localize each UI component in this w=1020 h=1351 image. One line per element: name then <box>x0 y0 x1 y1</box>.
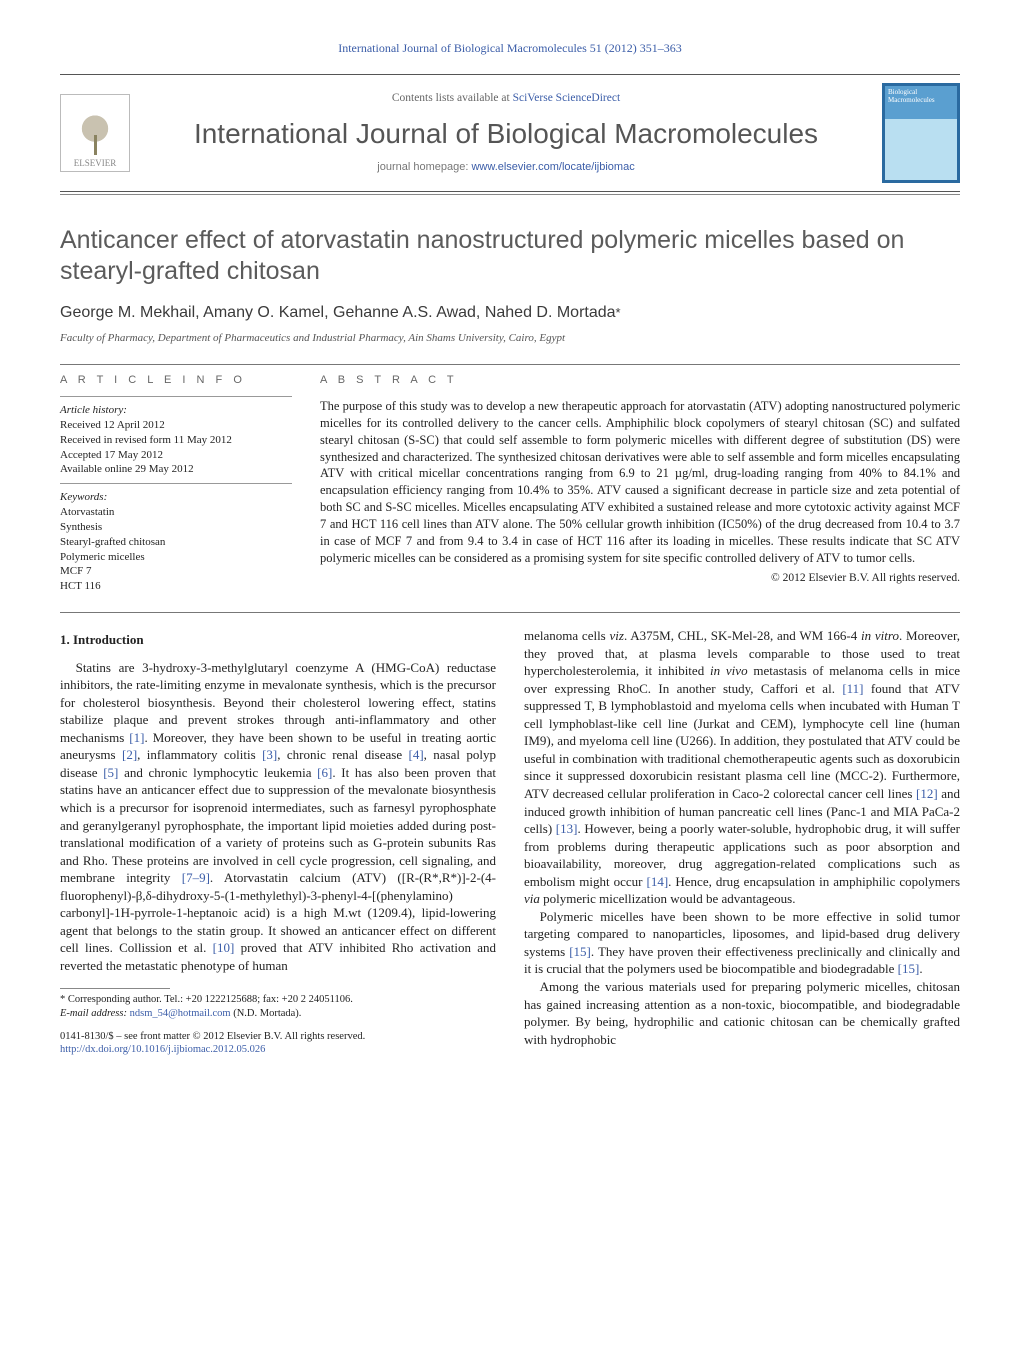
issn-line: 0141-8130/$ – see front matter © 2012 El… <box>60 1030 496 1044</box>
journal-homepage-line: journal homepage: www.elsevier.com/locat… <box>130 160 882 175</box>
body-text: , inflammatory colitis <box>137 747 262 762</box>
journal-home-prefix: journal homepage: <box>377 161 471 173</box>
journal-title: International Journal of Biological Macr… <box>130 115 882 153</box>
corresponding-marker: * <box>616 305 621 320</box>
citation-link[interactable]: [15] <box>898 961 920 976</box>
corresponding-footnote: * Corresponding author. Tel.: +20 122212… <box>60 993 496 1019</box>
journal-home-link[interactable]: www.elsevier.com/locate/ijbiomac <box>471 161 634 173</box>
footnote-rule <box>60 988 170 989</box>
body-two-columns: 1. Introduction Statins are 3-hydroxy-3-… <box>60 627 960 1057</box>
citation-link[interactable]: [6] <box>317 765 332 780</box>
sciencedirect-link[interactable]: SciVerse ScienceDirect <box>513 92 621 104</box>
keyword: MCF 7 <box>60 564 292 579</box>
citation-link[interactable]: [15] <box>569 944 591 959</box>
body-text: . A375M, CHL, SK-Mel-28, and WM 166-4 <box>624 628 861 643</box>
body-paragraph: Polymeric micelles have been shown to be… <box>524 908 960 978</box>
info-rule-1 <box>60 396 292 397</box>
body-text: and chronic lymphocytic leukemia <box>118 765 317 780</box>
doi-link[interactable]: 10.1016/j.ijbiomac.2012.05.026 <box>131 1044 265 1055</box>
citation-link[interactable]: [10] <box>213 940 235 955</box>
body-paragraph: Among the various materials used for pre… <box>524 978 960 1048</box>
citation-link[interactable]: [12] <box>916 786 938 801</box>
running-head: International Journal of Biological Macr… <box>60 40 960 56</box>
history-available: Available online 29 May 2012 <box>60 462 292 477</box>
abstract-copyright: © 2012 Elsevier B.V. All rights reserved… <box>320 571 960 587</box>
keyword: Polymeric micelles <box>60 550 292 565</box>
journal-cover-thumb: Biological Macromolecules <box>882 83 960 183</box>
citation-link[interactable]: [13] <box>556 821 578 836</box>
body-paragraph: melanoma cells viz. A375M, CHL, SK-Mel-2… <box>524 627 960 908</box>
body-text: . <box>919 961 922 976</box>
latin-abbrev: in vivo <box>710 663 748 678</box>
citation-link[interactable]: [11] <box>842 681 863 696</box>
citation-link[interactable]: [5] <box>103 765 118 780</box>
contents-available-line: Contents lists available at SciVerse Sci… <box>130 91 882 107</box>
citation-link[interactable]: [4] <box>408 747 423 762</box>
keyword: Atorvastatin <box>60 505 292 520</box>
banner-rule <box>60 194 960 195</box>
elsevier-tree-icon <box>76 111 114 155</box>
body-text: Among the various materials used for pre… <box>524 979 960 1047</box>
doi-line: http://dx.doi.org/10.1016/j.ijbiomac.201… <box>60 1043 496 1057</box>
footnote-email-tail: (N.D. Mortada). <box>231 1008 302 1019</box>
info-rule-2 <box>60 483 292 484</box>
keyword: Stearyl-grafted chitosan <box>60 535 292 550</box>
abstract-column: a b s t r a c t The purpose of this stud… <box>320 373 960 594</box>
front-matter-ids: 0141-8130/$ – see front matter © 2012 El… <box>60 1030 496 1057</box>
info-abstract-row: a r t i c l e i n f o Article history: R… <box>60 373 960 594</box>
latin-abbrev: via <box>524 891 540 906</box>
author-names: George M. Mekhail, Amany O. Kamel, Gehan… <box>60 304 616 321</box>
body-text: melanoma cells <box>524 628 610 643</box>
latin-abbrev: viz <box>610 628 624 643</box>
keywords-label: Keywords: <box>60 490 292 505</box>
body-text: . Hence, drug encapsulation in amphiphil… <box>668 874 960 889</box>
body-text: polymeric micellization would be advanta… <box>540 891 796 906</box>
footnote-email-link[interactable]: ndsm_54@hotmail.com <box>130 1008 231 1019</box>
publisher-logo: ELSEVIER <box>60 94 130 172</box>
author-line: George M. Mekhail, Amany O. Kamel, Gehan… <box>60 302 960 324</box>
section-rule-bottom <box>60 612 960 613</box>
abstract-heading: a b s t r a c t <box>320 373 960 388</box>
keyword: HCT 116 <box>60 579 292 594</box>
body-text: , chronic renal disease <box>277 747 408 762</box>
contents-prefix: Contents lists available at <box>392 92 513 104</box>
affiliation: Faculty of Pharmacy, Department of Pharm… <box>60 331 960 346</box>
article-title: Anticancer effect of atorvastatin nanost… <box>60 225 960 288</box>
citation-link[interactable]: [3] <box>262 747 277 762</box>
latin-abbrev: in vitro <box>861 628 899 643</box>
history-revised: Received in revised form 11 May 2012 <box>60 433 292 448</box>
citation-link[interactable]: [7–9] <box>182 870 210 885</box>
keyword: Synthesis <box>60 520 292 535</box>
abstract-text: The purpose of this study was to develop… <box>320 398 960 567</box>
banner-center: Contents lists available at SciVerse Sci… <box>130 91 882 175</box>
section-heading-intro: 1. Introduction <box>60 631 496 649</box>
article-info-column: a r t i c l e i n f o Article history: R… <box>60 373 292 594</box>
article-info-heading: a r t i c l e i n f o <box>60 373 292 388</box>
history-label: Article history: <box>60 403 292 418</box>
cover-caption-bottom: Macromolecules <box>888 97 954 104</box>
journal-banner: ELSEVIER Contents lists available at Sci… <box>60 74 960 192</box>
history-received: Received 12 April 2012 <box>60 418 292 433</box>
doi-prefix[interactable]: http://dx.doi.org/ <box>60 1044 131 1055</box>
footnote-contact: * Corresponding author. Tel.: +20 122212… <box>60 993 496 1006</box>
citation-link[interactable]: [1] <box>129 730 144 745</box>
citation-link[interactable]: [2] <box>122 747 137 762</box>
body-paragraph: Statins are 3-hydroxy-3-methylglutaryl c… <box>60 659 496 975</box>
section-rule-top <box>60 364 960 365</box>
body-text: found that ATV suppressed T, B lymphobla… <box>524 681 960 801</box>
footnote-email-line: E-mail address: ndsm_54@hotmail.com (N.D… <box>60 1007 496 1020</box>
citation-link[interactable]: [14] <box>646 874 668 889</box>
body-text: . It has also been proven that statins h… <box>60 765 496 885</box>
history-accepted: Accepted 17 May 2012 <box>60 448 292 463</box>
footnote-email-label: E-mail address: <box>60 1008 130 1019</box>
publisher-logo-label: ELSEVIER <box>74 157 117 169</box>
